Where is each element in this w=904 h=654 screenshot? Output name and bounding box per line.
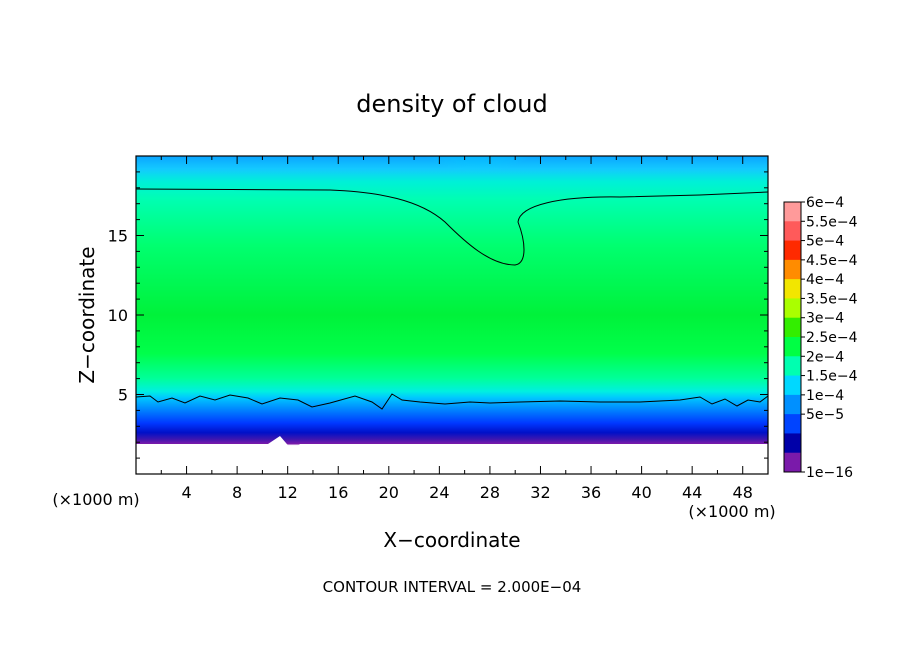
contour-interval-text: CONTOUR INTERVAL = 2.000E−04 [323,578,582,596]
colorbar-swatch [784,337,801,357]
x-tick-label: 48 [733,483,753,502]
colorbar-label: 5.5e−4 [806,214,858,230]
y-tick-label: 5 [118,386,128,405]
y-tick-label: 15 [108,227,128,246]
upper-low-density-region [368,156,588,285]
upper-contour-line [135,188,769,266]
colorbar-swatch [784,240,801,261]
cloud-free-region [136,436,768,474]
x-axis-label: X−coordinate [383,528,520,552]
chart-title: density of cloud [356,90,547,118]
y-tick-label: 10 [108,306,128,325]
x-tick-label: 28 [480,483,500,502]
colorbar-label: 1e−16 [806,465,853,481]
colorbar-label: 2e−4 [806,349,844,365]
y-axis-label: Z−coordinate [75,246,99,383]
x-unit-left: (×1000 m) [52,490,139,509]
x-tick-label: 24 [429,483,449,502]
colorbar-swatch [784,356,801,377]
x-tick-label: 4 [181,483,191,502]
x-tick-label: 12 [278,483,298,502]
x-tick-label: 40 [631,483,651,502]
x-unit-right: (×1000 m) [688,502,775,521]
x-tick-label: 8 [232,483,242,502]
lower-contour-line [135,393,769,410]
colorbar-swatch [784,414,801,434]
colorbar-swatch [784,452,801,473]
colorbar-label: 3e−4 [806,311,844,327]
colorbar-label: 3.5e−4 [806,291,858,307]
colorbar-label: 6e−4 [806,195,844,211]
colorbar-label: 4.5e−4 [806,253,858,269]
x-axis: 4 8 12 16 20 24 28 32 36 40 44 48 [160,156,769,502]
heatmap-field [136,156,768,474]
x-tick-label: 36 [581,483,601,502]
colorbar-label: 5e−5 [806,407,844,423]
colorbar-swatch [784,298,801,319]
y-axis: 5 10 15 [108,171,768,459]
colorbar-label: 1e−4 [806,388,844,404]
x-tick-label: 16 [328,483,348,502]
colorbar-label: 1.5e−4 [806,369,858,385]
colorbar-label: 5e−4 [806,234,844,250]
colorbar-swatch [784,375,801,396]
x-tick-label: 44 [682,483,702,502]
colorbar-swatch [784,394,801,415]
colorbar-swatch [784,433,801,454]
x-tick-label: 32 [530,483,550,502]
colorbar: 6e−4 5.5e−4 5e−4 4.5e−4 4e−4 3.5e−4 3e−4 2.5e−4… [783,195,858,481]
colorbar-label: 2.5e−4 [806,330,858,346]
colorbar-swatch [784,221,801,242]
colorbar-label: 4e−4 [806,272,844,288]
colorbar-swatch [784,317,801,338]
colorbar-swatch [784,259,801,280]
colorbar-swatch [784,279,801,299]
x-tick-label: 20 [379,483,399,502]
colorbar-swatch [784,202,801,222]
